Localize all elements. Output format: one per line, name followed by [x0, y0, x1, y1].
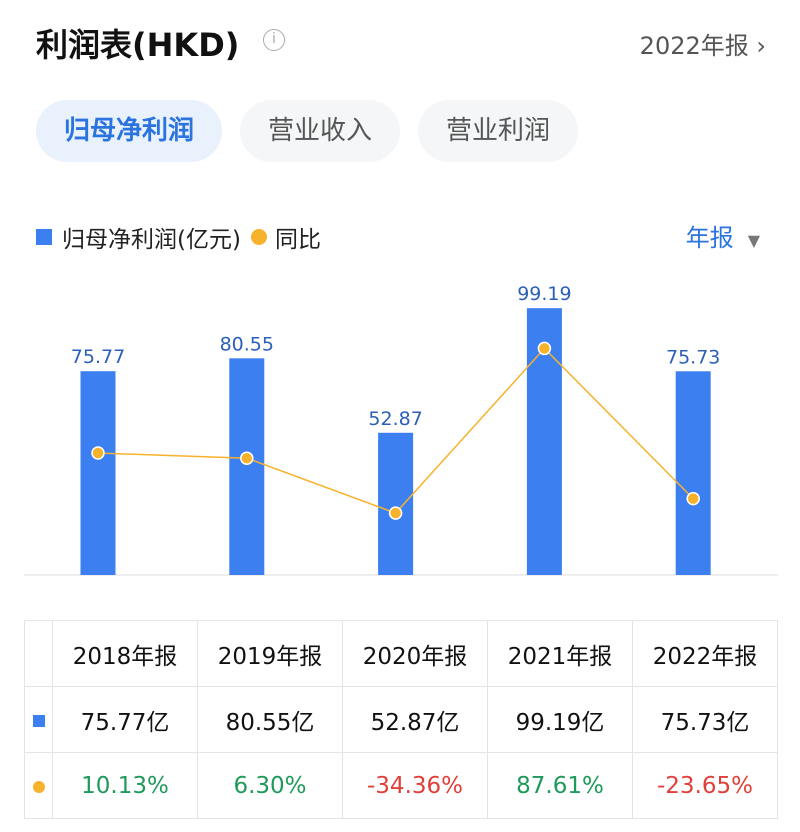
line-legend-label: 同比	[274, 227, 321, 253]
bar[interactable]	[229, 358, 265, 575]
chart-legend: 归母净利润(亿元) 同比	[36, 220, 321, 254]
bar-data-label: 75.73	[666, 346, 720, 368]
chevron-right-icon: ›	[756, 32, 766, 60]
info-icon[interactable]: i	[263, 29, 285, 51]
line-marker-icon	[32, 780, 45, 793]
bar-legend-label: 归母净利润(亿元)	[62, 227, 241, 253]
bar-data-label: 75.77	[71, 346, 125, 368]
table-cell: 87.61%	[487, 752, 633, 819]
table-header: 2020年报	[342, 620, 488, 687]
caret-down-icon: ▼	[747, 231, 760, 250]
table-cell: 99.19亿	[487, 686, 633, 753]
page-title: 利润表(HKD)	[36, 26, 240, 64]
bar[interactable]	[675, 371, 711, 575]
table-cell: -23.65%	[632, 752, 778, 819]
period-selector[interactable]: 2022年报 ›	[640, 26, 766, 61]
bar[interactable]	[378, 432, 414, 575]
table-row-profit: 75.77亿 80.55亿 52.87亿 99.19亿 75.73亿	[24, 686, 778, 753]
tab-net-profit[interactable]: 归母净利润	[36, 100, 223, 162]
table-cell: 52.87亿	[342, 686, 488, 753]
tab-operating-profit[interactable]: 营业利润	[418, 100, 579, 162]
yoy-point[interactable]	[240, 451, 254, 465]
chart: 75.77 80.55 52.87 99.19 75.73	[24, 283, 778, 576]
bar[interactable]	[80, 371, 116, 575]
yoy-point[interactable]	[537, 341, 552, 356]
table-cell: 6.30%	[197, 752, 343, 819]
table-header: 2019年报	[197, 620, 343, 687]
table-cell: -34.36%	[342, 752, 488, 819]
table-cell: 10.13%	[52, 752, 198, 819]
bar-data-label: 99.19	[517, 283, 571, 305]
period-label: 2022年报	[639, 32, 749, 60]
bar-data-label: 80.55	[220, 333, 274, 355]
table-row-yoy: 10.13% 6.30% -34.36% 87.61% -23.65%	[24, 752, 778, 819]
data-table: 2018年报 2019年报 2020年报 2021年报 2022年报 75.77…	[24, 620, 778, 819]
tab-revenue[interactable]: 营业收入	[240, 100, 401, 162]
yoy-point[interactable]	[388, 506, 403, 520]
table-cell: 75.77亿	[52, 686, 198, 753]
line-legend-icon	[250, 229, 267, 245]
metric-tabs: 归母净利润 营业收入 营业利润	[36, 100, 579, 162]
table-cell: 80.55亿	[197, 686, 343, 753]
frequency-dropdown[interactable]: 年报 ▼	[686, 218, 760, 253]
bar-legend-icon	[36, 229, 52, 245]
yoy-point[interactable]	[686, 491, 700, 506]
table-header: 2021年报	[487, 620, 633, 687]
frequency-label: 年报	[685, 224, 734, 252]
bar-marker-icon	[32, 714, 45, 727]
table-cell: 75.73亿	[632, 686, 778, 753]
table-header: 2022年报	[632, 620, 778, 687]
table-header: 2018年报	[52, 620, 198, 687]
bar-data-label: 52.87	[368, 408, 422, 430]
table-header-row: 2018年报 2019年报 2020年报 2021年报 2022年报	[24, 620, 778, 687]
yoy-point[interactable]	[91, 446, 105, 460]
